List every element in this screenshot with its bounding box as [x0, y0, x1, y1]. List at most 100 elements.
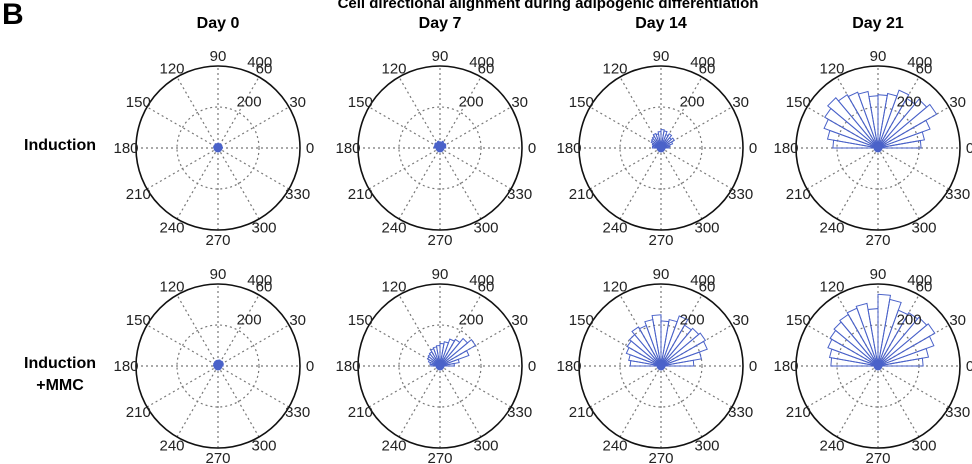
angle-tick-label: 300 [473, 438, 498, 455]
angle-tick-label: 120 [381, 60, 406, 77]
angle-tick-label: 0 [528, 140, 536, 157]
angle-tick-label: 60 [478, 60, 495, 77]
angle-tick-label: 300 [251, 220, 276, 237]
angle-tick-label: 330 [728, 404, 753, 421]
polar-panels: 0306090120150180210240270300330200400030… [113, 48, 972, 464]
angle-tick-label: 270 [865, 450, 890, 464]
radial-tick-label: 400 [247, 272, 272, 289]
center-dot [435, 361, 445, 371]
angle-tick-label: 330 [945, 186, 970, 203]
radial-tick-label: 200 [237, 311, 262, 328]
radial-tick-label: 200 [459, 311, 484, 328]
histogram-wedge [830, 357, 879, 367]
radial-tick-label: 200 [897, 311, 922, 328]
radial-grid-circle [619, 106, 703, 190]
angle-tick-label: 270 [205, 232, 230, 249]
angle-tick-label: 210 [786, 404, 811, 421]
center-dot [873, 361, 883, 371]
histogram-wedge [660, 324, 693, 367]
angle-tick-label: 90 [432, 48, 449, 65]
angle-tick-label: 150 [569, 312, 594, 329]
angle-tick-label: 30 [511, 94, 528, 111]
polar-outer-circle [578, 65, 744, 231]
angle-tick-label: 240 [819, 438, 844, 455]
angle-tick-label: 90 [870, 266, 887, 283]
figure-title: Cell directional alignment during adipog… [338, 0, 759, 12]
angle-tick-label: 120 [602, 60, 627, 77]
polar-panel-induction-day-7: 0 30 60 90 120 150 180 210 240 270 300 330 200 400 [335, 48, 536, 249]
column-label-day-7: Day 7 [419, 15, 462, 32]
angle-tick-label: 240 [819, 220, 844, 237]
angle-tick-label: 330 [507, 186, 532, 203]
column-label-day-21: Day 21 [852, 15, 904, 32]
angle-tick-label: 210 [126, 404, 151, 421]
angle-tick-label: 60 [916, 60, 933, 77]
angle-tick-label: 240 [381, 220, 406, 237]
polar-panel-induction-mmc-day-14: 0 30 60 90 120 150 180 210 240 270 300 330 200 400 [556, 266, 757, 464]
angle-tick-label: 0 [749, 358, 757, 375]
angle-tick-label: 30 [949, 312, 966, 329]
angle-tick-label: 90 [210, 266, 227, 283]
radial-tick-label: 400 [690, 272, 715, 289]
angle-tick-label: 330 [945, 404, 970, 421]
radial-grid-circle [176, 106, 260, 190]
angle-tick-label: 300 [694, 438, 719, 455]
angle-tick-label: 180 [773, 358, 798, 375]
angle-tick-label: 30 [949, 94, 966, 111]
angle-tick-label: 60 [478, 278, 495, 295]
angle-tick-label: 330 [728, 186, 753, 203]
center-dot [656, 361, 666, 371]
radial-grid-circle [619, 324, 703, 408]
column-label-day-14: Day 14 [635, 15, 687, 32]
angle-tick-label: 0 [528, 358, 536, 375]
center-dot [213, 143, 223, 153]
angle-tick-label: 60 [699, 60, 716, 77]
angle-tick-label: 120 [819, 60, 844, 77]
radial-grid-circle [398, 106, 482, 190]
angle-tick-label: 180 [113, 140, 138, 157]
angle-tick-label: 150 [786, 94, 811, 111]
angle-tick-label: 120 [381, 278, 406, 295]
angle-tick-label: 180 [556, 358, 581, 375]
angle-tick-label: 90 [653, 48, 670, 65]
radial-tick-label: 200 [237, 93, 262, 110]
angle-tick-label: 30 [732, 312, 749, 329]
row-label-induction: Induction [24, 137, 96, 154]
angle-tick-label: 270 [427, 450, 452, 464]
radial-tick-label: 200 [680, 311, 705, 328]
row-label-induction-mmc-line1: Induction [24, 355, 96, 372]
angle-tick-label: 120 [159, 278, 184, 295]
polar-outer-circle [795, 65, 961, 231]
angle-tick-label: 180 [556, 140, 581, 157]
angle-tick-label: 210 [348, 404, 373, 421]
radial-tick-label: 200 [459, 93, 484, 110]
angle-tick-label: 90 [432, 266, 449, 283]
angle-tick-label: 270 [648, 450, 673, 464]
radial-tick-label: 400 [469, 54, 494, 71]
angle-tick-label: 240 [602, 438, 627, 455]
histogram-wedge [832, 139, 879, 149]
angle-tick-label: 0 [306, 140, 314, 157]
angle-tick-label: 60 [916, 278, 933, 295]
radial-tick-label: 200 [680, 93, 705, 110]
radial-tick-label: 400 [469, 272, 494, 289]
polar-panel-induction-mmc-day-21: 0 30 60 90 120 150 180 210 240 270 300 330 200 400 [773, 266, 972, 464]
angle-tick-label: 210 [569, 186, 594, 203]
polar-outer-circle [135, 283, 301, 449]
histogram-wedge [829, 329, 879, 367]
angle-tick-label: 150 [348, 312, 373, 329]
polar-outer-circle [357, 283, 523, 449]
angle-tick-label: 120 [602, 278, 627, 295]
angle-tick-label: 30 [289, 312, 306, 329]
radial-tick-label: 400 [907, 54, 932, 71]
angle-tick-label: 300 [911, 438, 936, 455]
angle-tick-label: 270 [865, 232, 890, 249]
radial-tick-label: 400 [690, 54, 715, 71]
angle-tick-label: 150 [348, 94, 373, 111]
angle-tick-label: 150 [126, 94, 151, 111]
angle-tick-label: 30 [511, 312, 528, 329]
histogram-wedge [877, 323, 936, 367]
angle-tick-label: 240 [159, 220, 184, 237]
angle-tick-label: 330 [285, 186, 310, 203]
